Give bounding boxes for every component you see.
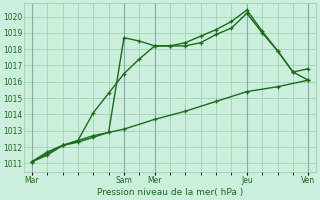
X-axis label: Pression niveau de la mer( hPa ): Pression niveau de la mer( hPa ) [97,188,243,197]
